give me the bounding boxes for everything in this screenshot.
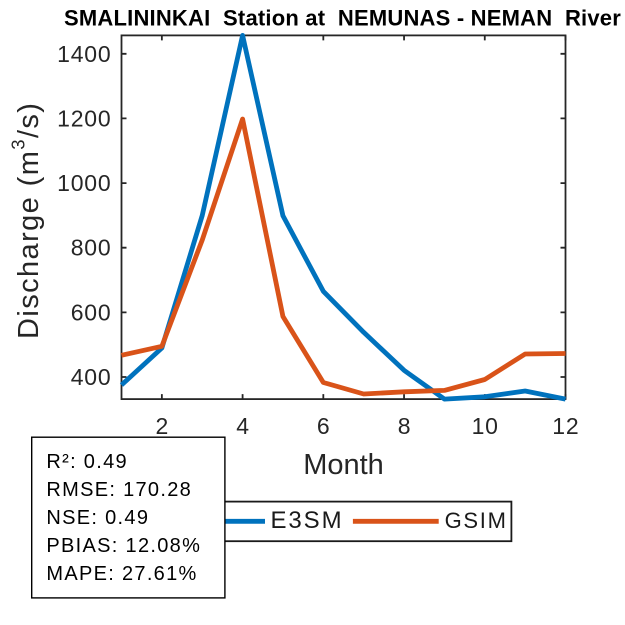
svg-text:RMSE: 170.28: RMSE: 170.28 (46, 479, 192, 501)
svg-text:600: 600 (71, 299, 112, 325)
svg-text:1200: 1200 (57, 105, 111, 131)
svg-text:1400: 1400 (57, 41, 111, 67)
svg-text:R²: 0.49: R²: 0.49 (46, 451, 128, 473)
svg-text:Month: Month (303, 449, 384, 481)
svg-text:GSIM: GSIM (445, 508, 508, 533)
svg-text:4: 4 (236, 413, 250, 439)
svg-text:MAPE: 27.61%: MAPE: 27.61% (46, 563, 197, 585)
svg-text:10: 10 (472, 413, 499, 439)
svg-text:PBIAS: 12.08%: PBIAS: 12.08% (46, 535, 201, 557)
svg-text:1000: 1000 (57, 170, 111, 196)
svg-text:SMALININKAI Station at NEMUN: SMALININKAI Station at NEMUNAS - NEMAN R… (64, 6, 621, 31)
svg-text:12: 12 (552, 413, 579, 439)
svg-text:NSE: 0.49: NSE: 0.49 (46, 507, 149, 529)
svg-text:8: 8 (398, 413, 412, 439)
svg-text:2: 2 (156, 413, 170, 439)
svg-text:E3SM: E3SM (271, 507, 344, 534)
svg-text:6: 6 (317, 413, 331, 439)
svg-text:800: 800 (71, 235, 112, 261)
svg-text:Discharge (m3/s): Discharge (m3/s) (8, 102, 46, 339)
svg-text:400: 400 (71, 364, 112, 390)
